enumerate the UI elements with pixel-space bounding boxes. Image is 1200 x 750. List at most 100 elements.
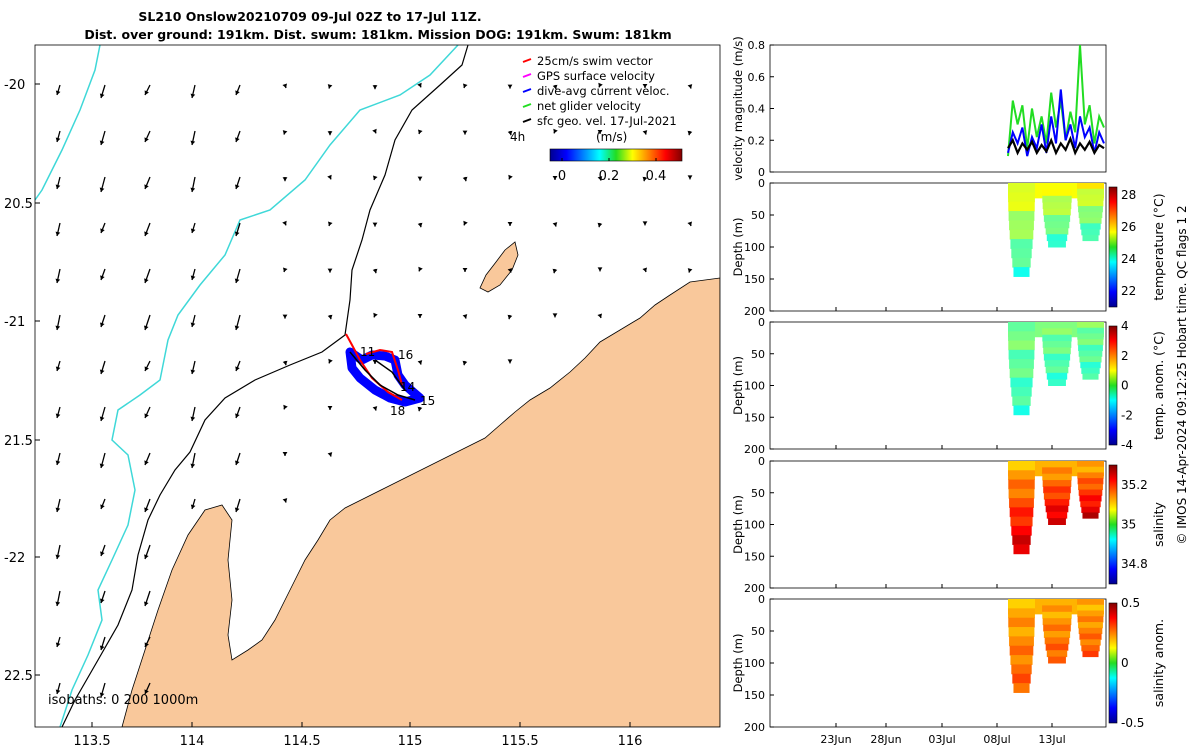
arrow-head	[144, 90, 149, 95]
arrow-head	[417, 406, 423, 412]
arrow-head	[144, 278, 149, 283]
salinity-curtain-cell	[1011, 525, 1032, 536]
salinity-curtain-cell	[1008, 479, 1035, 490]
velocity-arrow	[462, 130, 468, 135]
salinity-colorbar	[1108, 464, 1118, 585]
temperature-curtain-cell	[1043, 208, 1071, 216]
isobath-1000m	[35, 45, 459, 727]
temp-anom-curtain-cell	[1045, 366, 1069, 374]
arrow-head	[144, 366, 149, 371]
temperature-curtain-cell	[1010, 239, 1033, 249]
velocity-arrow	[642, 130, 648, 135]
salinity-curtain-cell	[1077, 466, 1104, 473]
sal-anom-curtain-cell	[1078, 622, 1103, 629]
arrow-head	[328, 358, 333, 364]
arrow-head	[100, 504, 105, 509]
velocity-arrow	[597, 130, 603, 134]
velocity-arrow	[327, 221, 333, 227]
velocity-arrow	[282, 314, 288, 319]
arrow-head	[462, 176, 468, 182]
temp-anom-curtain-cell	[1011, 386, 1032, 397]
velocity-arrow	[282, 452, 288, 456]
velocity-arrow	[372, 175, 378, 181]
temp-anom-curtain-cell	[1077, 322, 1104, 329]
salinity-curtain-cell	[1010, 516, 1033, 527]
salinity-curtain-cell	[1009, 507, 1034, 518]
sal-anom-y-tick-label: 200	[744, 721, 765, 734]
temp-anom-y-tick-label: 150	[744, 411, 765, 424]
sal-anom-colorbar-tick-label: -0.5	[1121, 716, 1144, 730]
temp-anom-y-tick-label: 100	[744, 380, 765, 393]
arrow-head	[687, 84, 693, 89]
velocity-arrow	[100, 222, 106, 234]
arrow-head	[282, 130, 288, 135]
velocity-arrow	[597, 267, 603, 272]
temp-anom-y-tick-label: 0	[758, 316, 765, 329]
temperature-curtain-cell	[1077, 200, 1104, 207]
salinity-curtain-cell	[1078, 483, 1103, 491]
temperature-curtain-cell	[1009, 229, 1034, 240]
surface-velocity-arrows	[55, 82, 693, 698]
temperature-colorbar-tick-label: 24	[1121, 252, 1136, 266]
arrow-head	[144, 184, 149, 189]
sal-anom-curtain-cell	[1077, 604, 1104, 612]
arrow-head	[552, 222, 558, 227]
salinity-curtain-cell	[1079, 495, 1102, 502]
velocity-y-tick-label: 0.4	[748, 103, 766, 116]
day-label-18: 18	[390, 404, 405, 418]
arrow-head	[327, 84, 333, 89]
map-y-tick-label: 21.5	[4, 434, 33, 449]
arrow-head	[144, 137, 149, 142]
arrow-head	[598, 82, 603, 88]
velocity-arrow	[144, 268, 151, 284]
sal-anom-y-tick-label: 100	[744, 657, 765, 670]
velocity-arrow	[55, 590, 61, 607]
velocity-arrow	[508, 174, 513, 180]
velocity-arrow	[552, 268, 558, 274]
velocity-arrow	[235, 406, 241, 419]
arrow-head	[507, 268, 513, 273]
temp-anom-curtain-cell	[1043, 347, 1071, 355]
arrow-head	[372, 406, 378, 411]
temperature-curtain-cell	[1077, 194, 1104, 201]
temperature-curtain-cell	[1042, 202, 1072, 210]
velocity-arrow	[642, 84, 648, 88]
salinity-y-tick-label: 200	[744, 582, 765, 595]
temp-anom-y-tick-label: 50	[751, 348, 765, 361]
sal-anom-curtain-cell	[1008, 627, 1035, 637]
velocity-arrow	[417, 314, 423, 318]
velocity-arrow	[327, 314, 333, 320]
velocity-arrow	[99, 314, 106, 328]
temperature-curtain-cell	[1042, 189, 1072, 197]
temp-anom-curtain-cell	[1080, 362, 1101, 369]
velocity-arrow	[417, 406, 423, 412]
velocity-arrow	[462, 176, 468, 182]
track-red-line	[345, 333, 403, 401]
arrow-head	[99, 140, 105, 145]
sal-anom-curtain-cell	[1043, 624, 1071, 632]
velocity-arrow	[99, 130, 106, 146]
velocity-arrow	[417, 222, 423, 228]
legend-label: dive-avg current veloc.	[537, 84, 670, 98]
arrow-head	[99, 463, 105, 468]
arrow-head	[552, 268, 558, 274]
glider-track: 11 16 14 15 18	[345, 333, 435, 418]
velocity-series-line	[1007, 89, 1105, 157]
arrow-head	[190, 369, 196, 374]
velocity-arrow	[282, 498, 288, 503]
velocity-arrow	[55, 176, 61, 190]
temperature-curtain-cell	[1082, 234, 1099, 242]
velocity-arrow	[373, 312, 378, 318]
arrow-head	[99, 322, 105, 327]
velocity-arrow	[55, 84, 61, 96]
temperature-colorbar	[1108, 186, 1118, 308]
temp-anom-curtain-cell	[1078, 344, 1103, 352]
velocity-arrow	[282, 360, 288, 366]
arrow-head	[235, 90, 240, 95]
velocity-y-tick-label: 0.2	[748, 134, 766, 147]
arrow-head	[234, 184, 240, 189]
sal-anom-curtain-cell	[1077, 616, 1104, 623]
arrow-head	[99, 369, 105, 374]
